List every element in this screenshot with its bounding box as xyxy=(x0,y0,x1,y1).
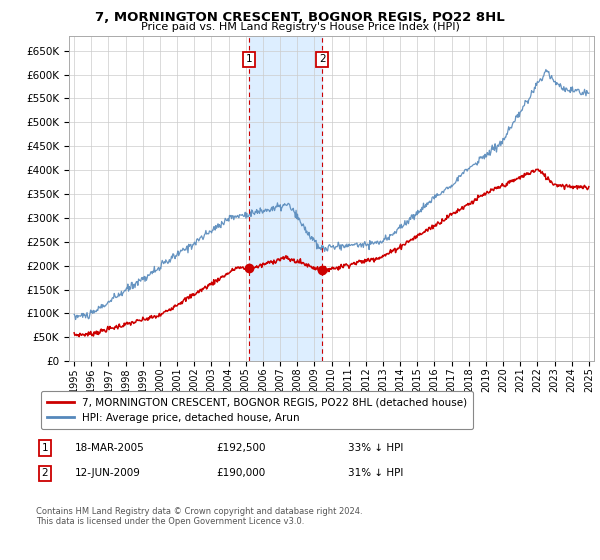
Text: 1: 1 xyxy=(246,54,253,64)
Text: £190,000: £190,000 xyxy=(216,468,265,478)
Text: 18-MAR-2005: 18-MAR-2005 xyxy=(75,443,145,453)
Text: 7, MORNINGTON CRESCENT, BOGNOR REGIS, PO22 8HL: 7, MORNINGTON CRESCENT, BOGNOR REGIS, PO… xyxy=(95,11,505,24)
Text: 2: 2 xyxy=(319,54,325,64)
Bar xyxy=(249,36,322,361)
Text: 12-JUN-2009: 12-JUN-2009 xyxy=(75,468,141,478)
Text: £192,500: £192,500 xyxy=(216,443,265,453)
Text: 31% ↓ HPI: 31% ↓ HPI xyxy=(348,468,403,478)
Text: 1: 1 xyxy=(41,443,49,453)
Text: Contains HM Land Registry data © Crown copyright and database right 2024.
This d: Contains HM Land Registry data © Crown c… xyxy=(36,507,362,526)
Text: 33% ↓ HPI: 33% ↓ HPI xyxy=(348,443,403,453)
Text: Price paid vs. HM Land Registry's House Price Index (HPI): Price paid vs. HM Land Registry's House … xyxy=(140,22,460,32)
Legend: 7, MORNINGTON CRESCENT, BOGNOR REGIS, PO22 8HL (detached house), HPI: Average pr: 7, MORNINGTON CRESCENT, BOGNOR REGIS, PO… xyxy=(41,391,473,429)
Text: 2: 2 xyxy=(41,468,49,478)
